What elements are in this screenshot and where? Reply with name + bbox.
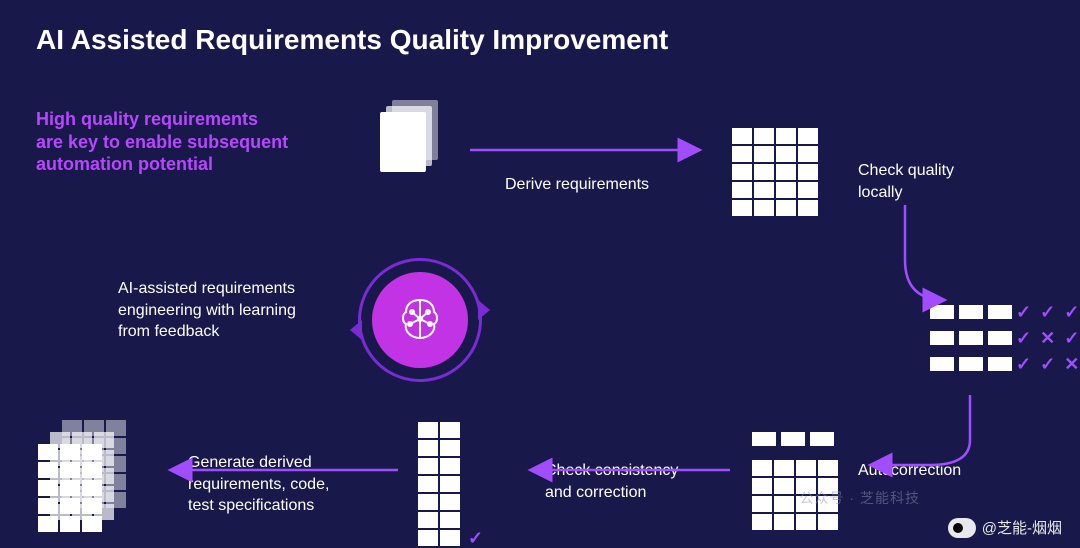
consistency-grid-icon — [418, 422, 460, 546]
watermark-author-text: @芝能-烟烟 — [982, 517, 1062, 538]
center-brain-label: AI-assisted requirementsengineering with… — [118, 278, 296, 343]
consistency-check-icon: ✓ — [468, 528, 483, 548]
step-autocorrect-label: Autocorrection — [858, 460, 961, 482]
slide-title: AI Assisted Requirements Quality Improve… — [36, 24, 668, 56]
step-derive-label: Derive requirements — [505, 174, 649, 196]
slide-subtitle: High quality requirementsare key to enab… — [36, 108, 288, 176]
table-icon — [732, 128, 818, 216]
documents-icon — [380, 100, 438, 174]
step-check-consistency-label: Check consistencyand correction — [545, 460, 678, 503]
step-check-local-label: Check qualitylocally — [858, 160, 954, 203]
watermark-author: @芝能-烟烟 — [948, 517, 1062, 538]
weibo-icon — [948, 518, 976, 538]
output-documents-icon — [38, 420, 136, 540]
brain-icon — [392, 292, 448, 348]
watermark-faded: 公众号 · 芝能科技 — [800, 488, 920, 508]
brain-core-icon — [372, 272, 468, 368]
step-generate-label: Generate derivedrequirements, code,test … — [188, 452, 329, 517]
